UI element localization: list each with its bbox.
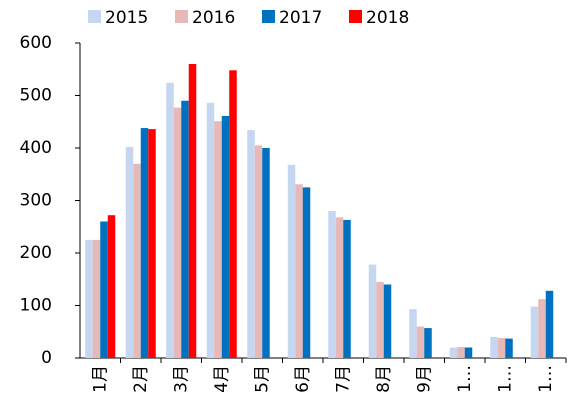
bar bbox=[229, 70, 237, 359]
bar bbox=[457, 346, 465, 358]
bar bbox=[368, 264, 377, 358]
x-tick-label: 9月 bbox=[414, 365, 434, 393]
x-tick-label: 1… bbox=[455, 365, 475, 393]
x-tick-label: 1… bbox=[495, 365, 515, 393]
legend-label: 2017 bbox=[279, 8, 322, 28]
y-tick-label: 0 bbox=[41, 348, 52, 368]
bar bbox=[262, 148, 270, 358]
bar bbox=[424, 328, 432, 358]
bar bbox=[100, 221, 108, 358]
x-tick-label: 1… bbox=[536, 365, 556, 393]
bar bbox=[530, 306, 539, 358]
x-tick-label: 1月 bbox=[90, 365, 110, 393]
bar bbox=[247, 130, 255, 358]
bar bbox=[188, 64, 197, 358]
bar bbox=[409, 309, 417, 358]
bar bbox=[166, 82, 174, 359]
bar bbox=[335, 217, 344, 358]
bar bbox=[125, 146, 134, 358]
y-tick-label: 400 bbox=[20, 138, 52, 158]
bar bbox=[449, 347, 458, 358]
x-tick-label: 5月 bbox=[252, 365, 272, 393]
bar bbox=[181, 100, 189, 358]
y-tick-label: 600 bbox=[20, 33, 52, 53]
x-tick-label: 3月 bbox=[171, 365, 191, 393]
bar bbox=[287, 164, 296, 358]
bar bbox=[133, 163, 141, 358]
bar bbox=[92, 239, 101, 358]
legend-swatch bbox=[88, 10, 101, 23]
bar bbox=[85, 239, 93, 358]
bar bbox=[295, 184, 303, 358]
bar bbox=[148, 129, 156, 358]
bar bbox=[140, 128, 149, 358]
bar bbox=[416, 326, 425, 358]
legend-swatch bbox=[175, 10, 188, 23]
legend-label: 2016 bbox=[192, 8, 235, 28]
bar bbox=[538, 299, 546, 358]
x-tick-label: 4月 bbox=[212, 365, 232, 393]
bar bbox=[383, 284, 392, 358]
x-tick-label: 6月 bbox=[293, 365, 313, 393]
bar bbox=[206, 102, 215, 358]
bar bbox=[343, 219, 351, 358]
y-tick-label: 300 bbox=[20, 191, 52, 211]
legend-swatch bbox=[262, 10, 275, 23]
bar bbox=[545, 290, 554, 358]
bar bbox=[302, 187, 311, 358]
bar bbox=[107, 215, 116, 358]
y-tick-label: 500 bbox=[20, 86, 52, 106]
bar bbox=[173, 107, 182, 358]
x-tick-label: 2月 bbox=[131, 365, 151, 393]
legend-swatch bbox=[349, 10, 362, 23]
bar bbox=[376, 281, 384, 358]
y-tick-label: 100 bbox=[20, 296, 52, 316]
x-tick-label: 8月 bbox=[374, 365, 394, 393]
y-tick-label: 200 bbox=[20, 243, 52, 263]
bar bbox=[505, 338, 513, 358]
bar bbox=[490, 337, 498, 358]
bar bbox=[464, 347, 473, 358]
bar bbox=[221, 115, 230, 358]
bar bbox=[328, 211, 336, 358]
bar bbox=[497, 338, 506, 358]
x-tick-label: 7月 bbox=[333, 365, 353, 393]
bar bbox=[214, 121, 222, 358]
bar bbox=[254, 145, 263, 358]
legend-label: 2018 bbox=[366, 8, 409, 28]
legend-label: 2015 bbox=[105, 8, 148, 28]
